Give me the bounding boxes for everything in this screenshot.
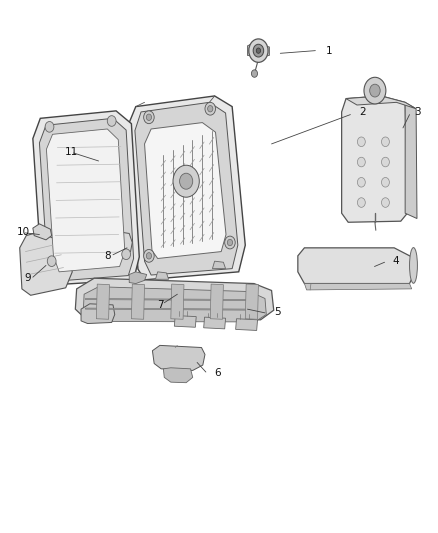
Circle shape <box>381 137 389 147</box>
Polygon shape <box>298 248 415 284</box>
Polygon shape <box>129 272 147 284</box>
Polygon shape <box>245 284 258 319</box>
Text: 11: 11 <box>65 147 78 157</box>
Text: 4: 4 <box>392 256 399 266</box>
Polygon shape <box>163 368 193 383</box>
Polygon shape <box>346 96 416 109</box>
Text: 8: 8 <box>104 251 111 261</box>
Polygon shape <box>236 319 258 330</box>
Circle shape <box>122 249 131 260</box>
Polygon shape <box>131 284 145 319</box>
Circle shape <box>205 102 215 115</box>
Polygon shape <box>152 345 205 370</box>
Circle shape <box>107 116 116 126</box>
Circle shape <box>249 39 268 62</box>
Text: 10: 10 <box>17 227 30 237</box>
Text: 5: 5 <box>274 307 280 317</box>
Polygon shape <box>145 123 226 259</box>
Polygon shape <box>405 102 417 219</box>
Ellipse shape <box>410 247 417 284</box>
Polygon shape <box>95 229 132 257</box>
Polygon shape <box>85 298 254 301</box>
Polygon shape <box>20 232 72 295</box>
Circle shape <box>227 239 233 246</box>
Text: 2: 2 <box>359 107 366 117</box>
Polygon shape <box>33 111 139 285</box>
Polygon shape <box>171 284 184 319</box>
Text: 1: 1 <box>326 46 333 55</box>
Polygon shape <box>210 284 223 319</box>
Polygon shape <box>75 278 274 320</box>
Circle shape <box>357 137 365 147</box>
Circle shape <box>146 253 152 259</box>
Circle shape <box>381 198 389 207</box>
Circle shape <box>357 198 365 207</box>
Polygon shape <box>81 304 115 324</box>
Text: 6: 6 <box>215 368 221 378</box>
Circle shape <box>225 236 235 249</box>
Polygon shape <box>174 316 196 327</box>
Circle shape <box>364 77 386 104</box>
Circle shape <box>47 256 56 266</box>
Circle shape <box>253 44 264 57</box>
Polygon shape <box>127 96 245 280</box>
Circle shape <box>180 173 193 189</box>
Polygon shape <box>342 96 407 222</box>
Circle shape <box>357 157 365 167</box>
Circle shape <box>208 106 213 112</box>
Circle shape <box>144 111 154 124</box>
Polygon shape <box>204 317 226 329</box>
Polygon shape <box>39 118 134 281</box>
Circle shape <box>45 122 54 132</box>
Circle shape <box>146 114 152 120</box>
Text: 3: 3 <box>414 107 420 117</box>
Text: 7: 7 <box>157 300 163 310</box>
Circle shape <box>256 48 261 53</box>
Polygon shape <box>46 129 125 272</box>
Polygon shape <box>96 284 110 319</box>
Polygon shape <box>247 44 253 56</box>
Polygon shape <box>155 272 169 279</box>
Polygon shape <box>212 261 226 269</box>
Polygon shape <box>33 224 52 240</box>
Polygon shape <box>85 308 254 310</box>
Polygon shape <box>263 46 269 56</box>
Circle shape <box>144 249 154 262</box>
Circle shape <box>251 70 258 77</box>
Circle shape <box>381 157 389 167</box>
Circle shape <box>357 177 365 187</box>
Polygon shape <box>83 287 266 322</box>
Text: 9: 9 <box>24 273 31 283</box>
Circle shape <box>173 165 199 197</box>
Polygon shape <box>304 284 412 290</box>
Polygon shape <box>135 102 238 275</box>
Circle shape <box>381 177 389 187</box>
Circle shape <box>370 84 380 97</box>
